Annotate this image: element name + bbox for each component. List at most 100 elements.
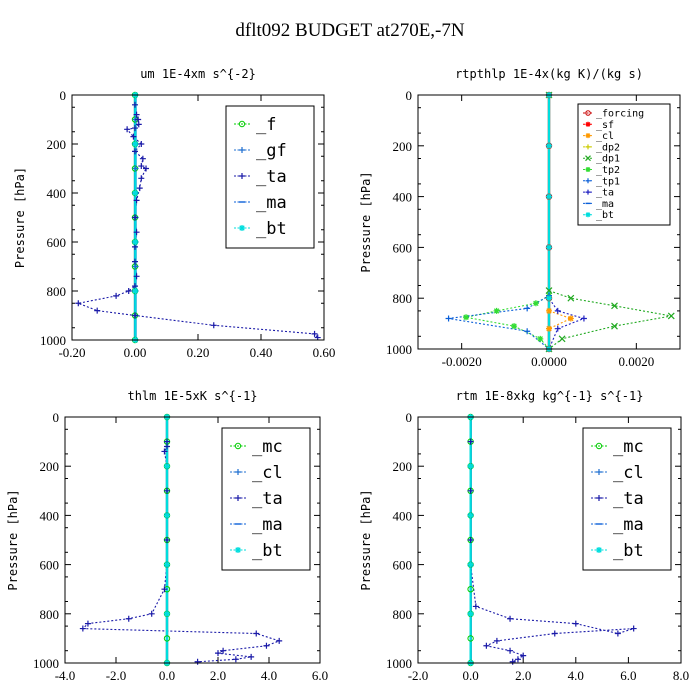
data-point-ta: [125, 288, 132, 294]
data-point-ta: [136, 185, 143, 192]
data-point-ta: [215, 650, 221, 657]
y-tick-label: 0: [60, 88, 67, 103]
data-point-bt: [467, 610, 474, 617]
legend-label: _ma: [256, 193, 287, 213]
legend-label: _ma: [613, 515, 644, 535]
data-point-ta: [580, 315, 587, 322]
data-point-bt: [132, 190, 139, 196]
x-tick-label: -2.0: [408, 668, 429, 683]
series-line-tp1: [448, 95, 550, 350]
data-point-bt: [546, 244, 552, 251]
data-point-ta: [507, 647, 514, 654]
data-point-bt: [467, 561, 474, 568]
legend-label: _ta: [256, 167, 287, 187]
data-point-ta: [572, 620, 579, 627]
y-tick-label: 1000: [33, 656, 59, 671]
legend-swatch-marker: [239, 173, 245, 179]
data-point-ta: [467, 438, 474, 445]
data-point-ta: [133, 229, 140, 236]
y-tick-label: 200: [393, 139, 413, 154]
data-point-ta: [132, 125, 138, 132]
data-point-dp1: [545, 287, 553, 295]
panel-title: rtm 1E-8xkg kg^{-1} s^{-1}: [456, 389, 644, 403]
legend-box: [577, 103, 671, 226]
legend-swatch-marker: [595, 442, 603, 450]
data-point-ta: [164, 537, 170, 543]
legend-swatch-marker: [235, 547, 241, 553]
x-tick-label: 0.40: [250, 345, 273, 360]
x-tick-label: -0.0020: [442, 354, 482, 369]
data-point-ta: [248, 653, 255, 660]
legend-label: _cl: [596, 131, 614, 142]
y-tick-label: 800: [40, 607, 60, 622]
y-tick-label: 1000: [40, 333, 66, 348]
data-point-ta: [614, 630, 621, 637]
data-point-ta: [467, 537, 474, 543]
data-point-dp1: [611, 322, 618, 330]
x-tick-label: 0.0020: [618, 354, 654, 369]
plot-frame: [417, 416, 682, 664]
y-tick-label: 200: [393, 459, 413, 474]
legend-box: [225, 105, 315, 249]
data-point-tp2: [537, 335, 544, 342]
legend-swatch-marker: [235, 495, 241, 501]
legend-label: _tp2: [596, 165, 620, 176]
x-tick-label: -4.0: [55, 668, 76, 683]
data-point-mc: [467, 586, 474, 593]
data-point-ta: [311, 330, 318, 337]
series-line-ta: [81, 417, 281, 663]
data-point-ta: [135, 116, 142, 123]
data-point-ta: [554, 307, 561, 314]
x-tick-label: 4.0: [568, 668, 584, 683]
data-point-ta: [253, 630, 260, 637]
page-title: dflt092 BUDGET at270E,-7N: [235, 20, 465, 41]
legend-swatch-marker: [585, 178, 591, 184]
data-point-ta: [630, 625, 637, 632]
data-point-ta: [514, 656, 521, 663]
y-tick-label: 0: [406, 410, 413, 425]
data-point-ta: [139, 155, 146, 162]
data-point-ta: [132, 148, 138, 155]
data-point-ta: [138, 141, 145, 147]
legend-label: _ta: [596, 188, 614, 199]
data-point-ta: [132, 214, 138, 221]
data-point-dp1: [567, 294, 575, 302]
y-tick-label: 1000: [386, 342, 412, 357]
y-tick-label: 1000: [386, 656, 412, 671]
data-point-ta: [94, 307, 101, 314]
data-point-ta: [554, 325, 561, 332]
x-tick-label: 2.0: [515, 668, 531, 683]
data-point-bt: [546, 193, 552, 200]
legend-label: _bt: [256, 219, 287, 239]
x-tick-label: 6.0: [620, 668, 636, 683]
data-point-bt: [164, 561, 170, 568]
data-point-ta: [507, 615, 514, 622]
data-point-ta: [509, 658, 516, 665]
data-point-mc: [163, 635, 171, 642]
panel-title: rtpthlp 1E-4x(kg K)/(kg s): [455, 67, 643, 81]
legend-label: _dp1: [596, 154, 620, 165]
legend-swatch-marker: [596, 495, 602, 501]
x-tick-label: 6.0: [312, 668, 328, 683]
data-point-cl: [546, 325, 552, 332]
data-point-ta: [133, 197, 140, 204]
legend-label: _ma: [252, 515, 283, 535]
series-line-tp2: [465, 95, 550, 350]
panel-title: thlm 1E-5xK s^{-1}: [127, 389, 257, 403]
legend-swatch-marker: [585, 167, 591, 172]
panel-1: um 1E-4xm s^{-2} Pressure [hPa] 0 200 400 600…: [13, 67, 335, 360]
data-point-tp2: [511, 323, 518, 330]
data-point-tp2: [532, 300, 539, 307]
plot-frame: [71, 94, 325, 341]
data-point-tp1: [524, 328, 531, 335]
legend-swatch-marker: [585, 189, 591, 195]
legend-box: [582, 427, 672, 571]
legend-label: _mc: [252, 437, 283, 457]
data-point-ta: [263, 642, 270, 649]
legend-swatch-marker: [234, 442, 242, 450]
data-point-ta: [79, 625, 86, 632]
x-tick-label: 4.0: [261, 668, 277, 683]
legend-label: _bt: [596, 210, 614, 221]
x-tick-label: 2.0: [210, 668, 226, 683]
data-point-ta: [133, 111, 140, 118]
